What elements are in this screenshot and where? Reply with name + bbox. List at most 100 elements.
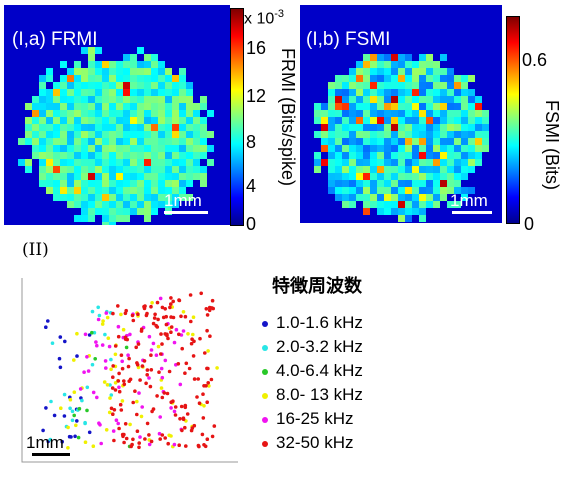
- heatmap-cell: [179, 145, 186, 152]
- scatter-point: [203, 444, 208, 449]
- heatmap-cell: [123, 180, 130, 187]
- scatter-point: [78, 387, 83, 391]
- heatmap-cell: [461, 82, 468, 89]
- heatmap-cell: [398, 166, 405, 173]
- heatmap-cell: [342, 138, 349, 145]
- heatmap-cell: [186, 110, 193, 117]
- heatmap-cell: [137, 96, 144, 103]
- heatmap-cell: [461, 96, 468, 103]
- heatmap-cell: [405, 215, 412, 222]
- heatmap-cell: [440, 68, 447, 75]
- heatmap-cell: [342, 117, 349, 124]
- scatter-point: [109, 367, 113, 372]
- scatter-point: [136, 312, 140, 316]
- heatmap-cell: [74, 75, 81, 82]
- heatmap-cell: [88, 47, 95, 54]
- heatmap-cell: [102, 194, 109, 201]
- heatmap-cell: [95, 96, 102, 103]
- scatter-point: [63, 339, 67, 344]
- heatmap-cell: [440, 187, 447, 194]
- heatmap-cell: [447, 89, 454, 96]
- heatmap-cell: [405, 159, 412, 166]
- heatmap-cell: [200, 173, 207, 180]
- heatmap-cell: [186, 194, 193, 201]
- heatmap-cell: [39, 96, 46, 103]
- heatmap-cell: [468, 187, 475, 194]
- heatmap-cell: [32, 131, 39, 138]
- scatter-point: [131, 400, 135, 405]
- heatmap-cell: [193, 103, 200, 110]
- scatter-point: [111, 429, 116, 433]
- heatmap-cell: [321, 159, 328, 166]
- scatter-point: [172, 409, 177, 414]
- heatmap-cell: [53, 89, 60, 96]
- scatter-point: [117, 389, 122, 394]
- heatmap-cell: [461, 152, 468, 159]
- scatter-point: [130, 313, 135, 318]
- heatmap-cell: [377, 61, 384, 68]
- heatmap-cell: [95, 166, 102, 173]
- heatmap-cell: [151, 75, 158, 82]
- heatmap-cell: [74, 215, 81, 222]
- heatmap-cell: [172, 131, 179, 138]
- scatter-point: [180, 346, 184, 351]
- scatter-point: [123, 335, 128, 340]
- heatmap-cell: [328, 166, 335, 173]
- scatter-point: [111, 412, 115, 416]
- heatmap-cell: [384, 166, 391, 173]
- heatmap-cell: [398, 145, 405, 152]
- heatmap-cell: [349, 117, 356, 124]
- heatmap-cell: [377, 103, 384, 110]
- scatter-point: [44, 325, 48, 329]
- heatmap-cell: [342, 131, 349, 138]
- heatmap-cell: [454, 145, 461, 152]
- heatmap-cell: [172, 166, 179, 173]
- fsmi-heatmap: [314, 54, 489, 222]
- heatmap-cell: [363, 173, 370, 180]
- heatmap-cell: [461, 131, 468, 138]
- heatmap-cell: [356, 103, 363, 110]
- heatmap-cell: [349, 96, 356, 103]
- heatmap-cell: [46, 187, 53, 194]
- heatmap-cell: [398, 131, 405, 138]
- frmi-tick: 12: [246, 86, 267, 106]
- heatmap-cell: [60, 194, 67, 201]
- heatmap-cell: [81, 173, 88, 180]
- heatmap-cell: [454, 131, 461, 138]
- scatter-point: [155, 300, 160, 305]
- heatmap-cell: [39, 152, 46, 159]
- heatmap-cell: [419, 117, 426, 124]
- scatter-point: [177, 332, 181, 337]
- heatmap-cell: [405, 117, 412, 124]
- heatmap-cell: [363, 187, 370, 194]
- heatmap-cell: [426, 145, 433, 152]
- scatter-point: [105, 383, 110, 387]
- scatter-point: [149, 348, 154, 352]
- heatmap-cell: [468, 152, 475, 159]
- heatmap-cell: [356, 61, 363, 68]
- heatmap-cell: [88, 145, 95, 152]
- heatmap-cell: [363, 75, 370, 82]
- heatmap-cell: [419, 82, 426, 89]
- heatmap-cell: [102, 180, 109, 187]
- legend-marker: [262, 368, 268, 375]
- scatter-point: [116, 334, 121, 339]
- heatmap-cell: [116, 96, 123, 103]
- heatmap-cell: [123, 89, 130, 96]
- heatmap-cell: [130, 54, 137, 61]
- heatmap-cell: [165, 145, 172, 152]
- scatter-point: [116, 324, 121, 329]
- scatter-point: [145, 421, 150, 426]
- heatmap-cell: [433, 166, 440, 173]
- heatmap-cell: [137, 145, 144, 152]
- scatter-point: [165, 391, 170, 396]
- heatmap-cell: [137, 166, 144, 173]
- heatmap-cell: [109, 124, 116, 131]
- heatmap-cell: [461, 173, 468, 180]
- scatter-point: [58, 335, 63, 339]
- heatmap-cell: [137, 82, 144, 89]
- heatmap-cell: [447, 103, 454, 110]
- heatmap-cell: [398, 173, 405, 180]
- heatmap-cell: [165, 124, 172, 131]
- scatter-point: [85, 355, 89, 359]
